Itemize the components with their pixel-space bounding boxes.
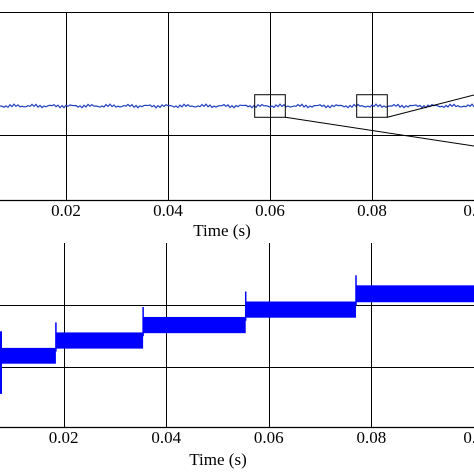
x-tick-label: 0.04 [153, 201, 183, 220]
top-tick-labels: 0.02 0.04 0.06 0.08 0.1 [51, 201, 474, 220]
band-step-5 [356, 285, 474, 303]
x-tick-label: 0.04 [151, 428, 181, 447]
bottom-x-axis-label: Time (s) [189, 450, 246, 469]
zoom-box [254, 94, 286, 118]
top-series-group [0, 103, 474, 109]
band-step-2 [55, 332, 144, 349]
x-tick-label: 0.06 [254, 428, 284, 447]
x-tick-label: 0.1 [463, 428, 474, 447]
band-step-4 [245, 301, 357, 318]
zoom-box [356, 94, 388, 118]
x-tick-label: 0.08 [357, 201, 387, 220]
top-frame [0, 195, 474, 202]
x-tick-label: 0.02 [51, 201, 81, 220]
x-tick-label: 0.02 [49, 428, 79, 447]
x-tick-label: 0.08 [357, 428, 387, 447]
callout-line [387, 94, 474, 118]
top-x-axis-label: Time (s) [193, 221, 250, 240]
callout-line [285, 116, 474, 147]
top-grid [0, 12, 474, 200]
bottom-series-group [0, 275, 474, 394]
x-tick-label: 0.06 [255, 201, 285, 220]
bottom-tick-labels: 0.02 0.04 0.06 0.08 0.1 [49, 428, 474, 447]
band-step-3 [143, 316, 246, 334]
x-tick-label: 0.1 [463, 201, 474, 220]
bottom-frame [0, 422, 474, 429]
band-step-1 [0, 347, 56, 364]
top-annotations [254, 94, 474, 147]
top-chart: 0.02 0.04 0.06 0.08 0.1 Time (s) [0, 12, 474, 240]
bottom-grid [0, 243, 474, 427]
series-line [0, 103, 474, 109]
bottom-chart: 0.02 0.04 0.06 0.08 0.1 Time (s) [0, 243, 474, 469]
